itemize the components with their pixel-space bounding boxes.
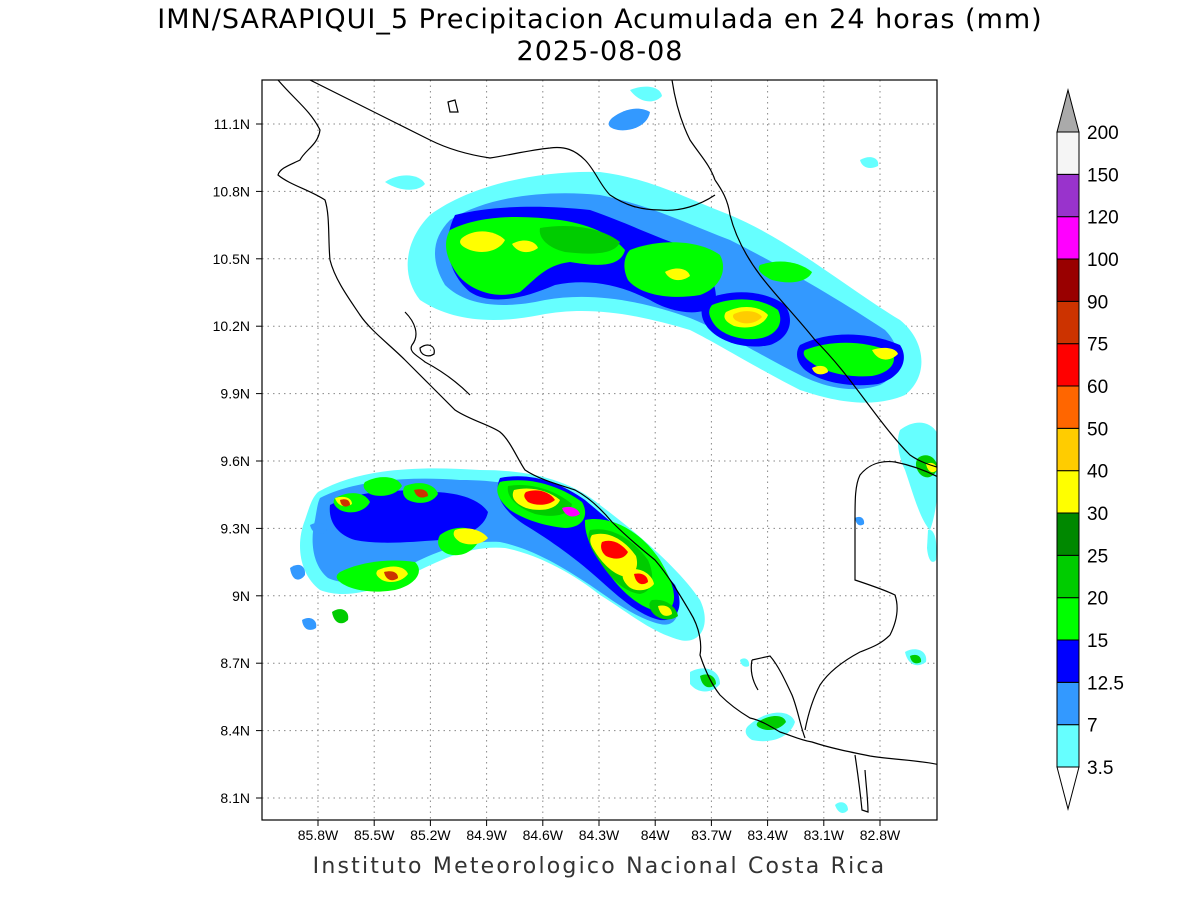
colorbar-segment [1056,216,1080,260]
footer-credit: Instituto Meteorologico Nacional Costa R… [312,854,887,879]
title-line-1: IMN/SARAPIQUI_5 Precipitacion Acumulada … [157,4,1043,35]
colorbar-segment [1056,300,1080,345]
coastlines [277,80,937,813]
lon-tick-label: 83.1W [804,827,845,843]
lat-tick-label: 8.4N [220,723,250,739]
colorbar-label: 75 [1087,335,1108,356]
colorbar-label: 12.5 [1087,673,1124,694]
lat-tick-label: 11.1N [214,116,250,132]
colorbar-top-arrow [1056,88,1080,133]
colorbar-label: 40 [1087,462,1108,483]
colorbar-segment [1056,131,1080,175]
colorbar-segment [1056,343,1080,387]
colorbar-label: 7 [1087,716,1098,737]
lat-tick-label: 9.9N [220,386,250,402]
colorbar-label: 15 [1087,631,1108,652]
colorbar-label: 100 [1087,250,1119,271]
colorbar-segment [1056,258,1080,302]
colorbar-segment [1056,173,1080,218]
lon-tick-label: 83.7W [691,827,732,843]
precip-band-south [290,422,937,813]
latitude-ticks: 11.1N 10.8N 10.5N 10.2N 9.9N 9.6N 9.3N 9N 8.7N 8.… [213,116,262,806]
colorbar-label: 50 [1087,419,1108,440]
colorbar: 3.5 7 12.5 15 20 25 30 40 50 60 75 90 100 120 150 200 [1056,88,1124,811]
colorbar-segment [1056,427,1080,472]
colorbar-label: 200 [1087,123,1119,144]
lat-tick-label: 8.1N [220,790,250,806]
colorbar-segment [1056,639,1080,683]
colorbar-segment [1056,597,1080,641]
colorbar-segment [1056,512,1080,556]
colorbar-label: 120 [1087,208,1119,229]
colorbar-segment [1056,724,1080,768]
lon-tick-label: 85.8W [298,827,339,843]
colorbar-label: 150 [1087,165,1119,186]
colorbar-label: 60 [1087,377,1108,398]
lat-tick-label: 10.5N [213,251,250,267]
colorbar-bottom-arrow [1056,766,1080,811]
lon-tick-label: 82.8W [860,827,901,843]
lon-tick-label: 84W [641,827,671,843]
lon-tick-label: 84.6W [523,827,564,843]
lat-tick-label: 9N [232,588,250,604]
colorbar-segment [1056,681,1080,726]
title-line-2: 2025-08-08 [516,36,684,67]
lat-tick-label: 10.8N [213,183,250,199]
colorbar-label: 3.5 [1087,758,1113,779]
lat-tick-label: 9.3N [220,520,250,536]
lat-tick-label: 8.7N [220,655,250,671]
map-title: IMN/SARAPIQUI_5 Precipitacion Acumulada … [0,4,1200,68]
lon-tick-label: 83.4W [747,827,788,843]
lon-tick-label: 85.2W [410,827,451,843]
lon-tick-label: 84.3W [579,827,620,843]
colorbar-label: 25 [1087,546,1108,567]
colorbar-segment [1056,554,1080,599]
longitude-ticks: 85.8W 85.5W 85.2W 84.9W 84.6W 84.3W 84W 83.7W 83… [298,820,901,843]
lon-tick-label: 84.9W [466,827,507,843]
lat-tick-label: 9.6N [220,453,250,469]
colorbar-label: 30 [1087,504,1108,525]
colorbar-segment [1056,470,1080,514]
colorbar-label: 20 [1087,589,1108,610]
colorbar-segment [1056,385,1080,429]
colorbar-label: 90 [1087,292,1108,313]
lon-tick-label: 85.5W [354,827,395,843]
precip-band-north [385,86,922,403]
lat-tick-label: 10.2N [213,318,250,334]
